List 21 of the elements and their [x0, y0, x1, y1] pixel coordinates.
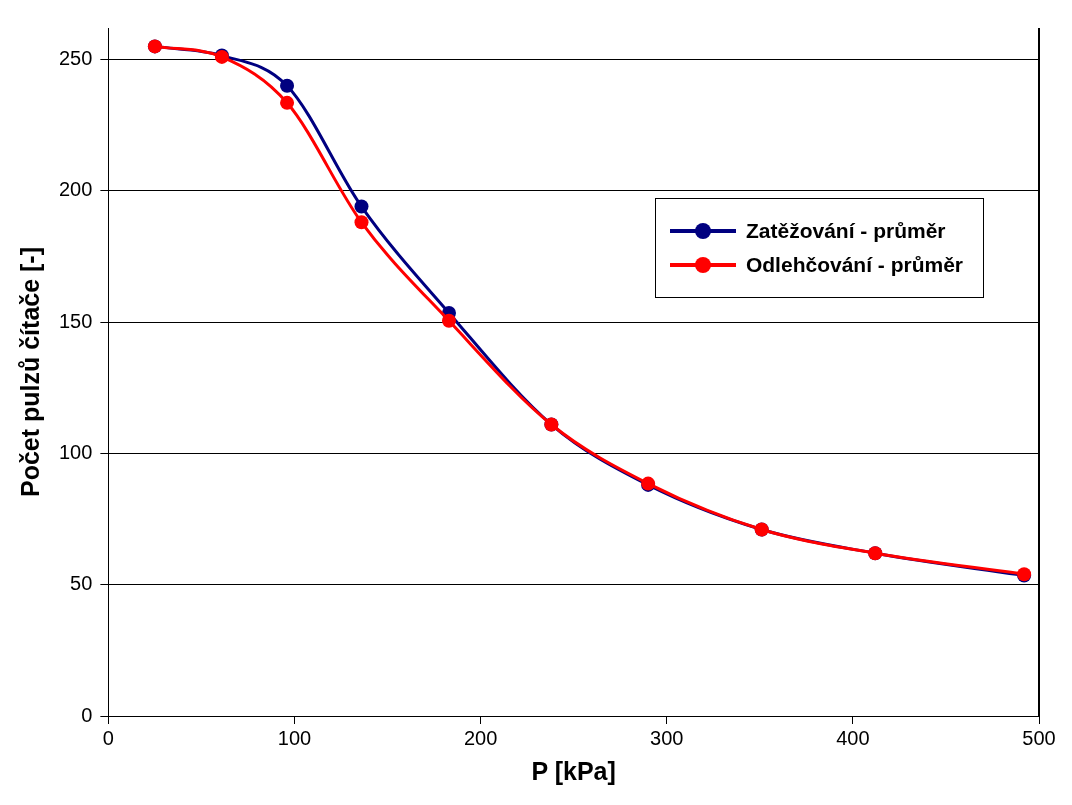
- x-tick-label: 300: [650, 726, 684, 749]
- point: [354, 215, 369, 230]
- legend-label: Zatěžování - průměr: [745, 219, 946, 243]
- y-tick-label: 250: [58, 47, 93, 70]
- y-axis-title: Počet pulzů čítače [-]: [15, 246, 44, 498]
- y-tick-label: 100: [58, 440, 93, 463]
- x-axis-title: P [kPa]: [531, 756, 616, 785]
- point: [280, 78, 295, 93]
- legend-label: Odlehčování - průměr: [745, 253, 963, 277]
- point: [280, 95, 295, 110]
- x-tick-label: 200: [463, 726, 498, 749]
- x-tick-label: 400: [836, 726, 870, 749]
- y-tick-label: 0: [81, 703, 93, 726]
- y-tick-label: 200: [58, 178, 93, 201]
- point: [354, 199, 369, 214]
- point: [441, 313, 456, 328]
- x-tick-label: 100: [277, 726, 312, 749]
- x-tick-label: 0: [102, 726, 114, 749]
- y-tick-label: 150: [58, 309, 93, 332]
- x-tick-label: 500: [1022, 726, 1056, 749]
- y-tick-label: 50: [70, 572, 93, 595]
